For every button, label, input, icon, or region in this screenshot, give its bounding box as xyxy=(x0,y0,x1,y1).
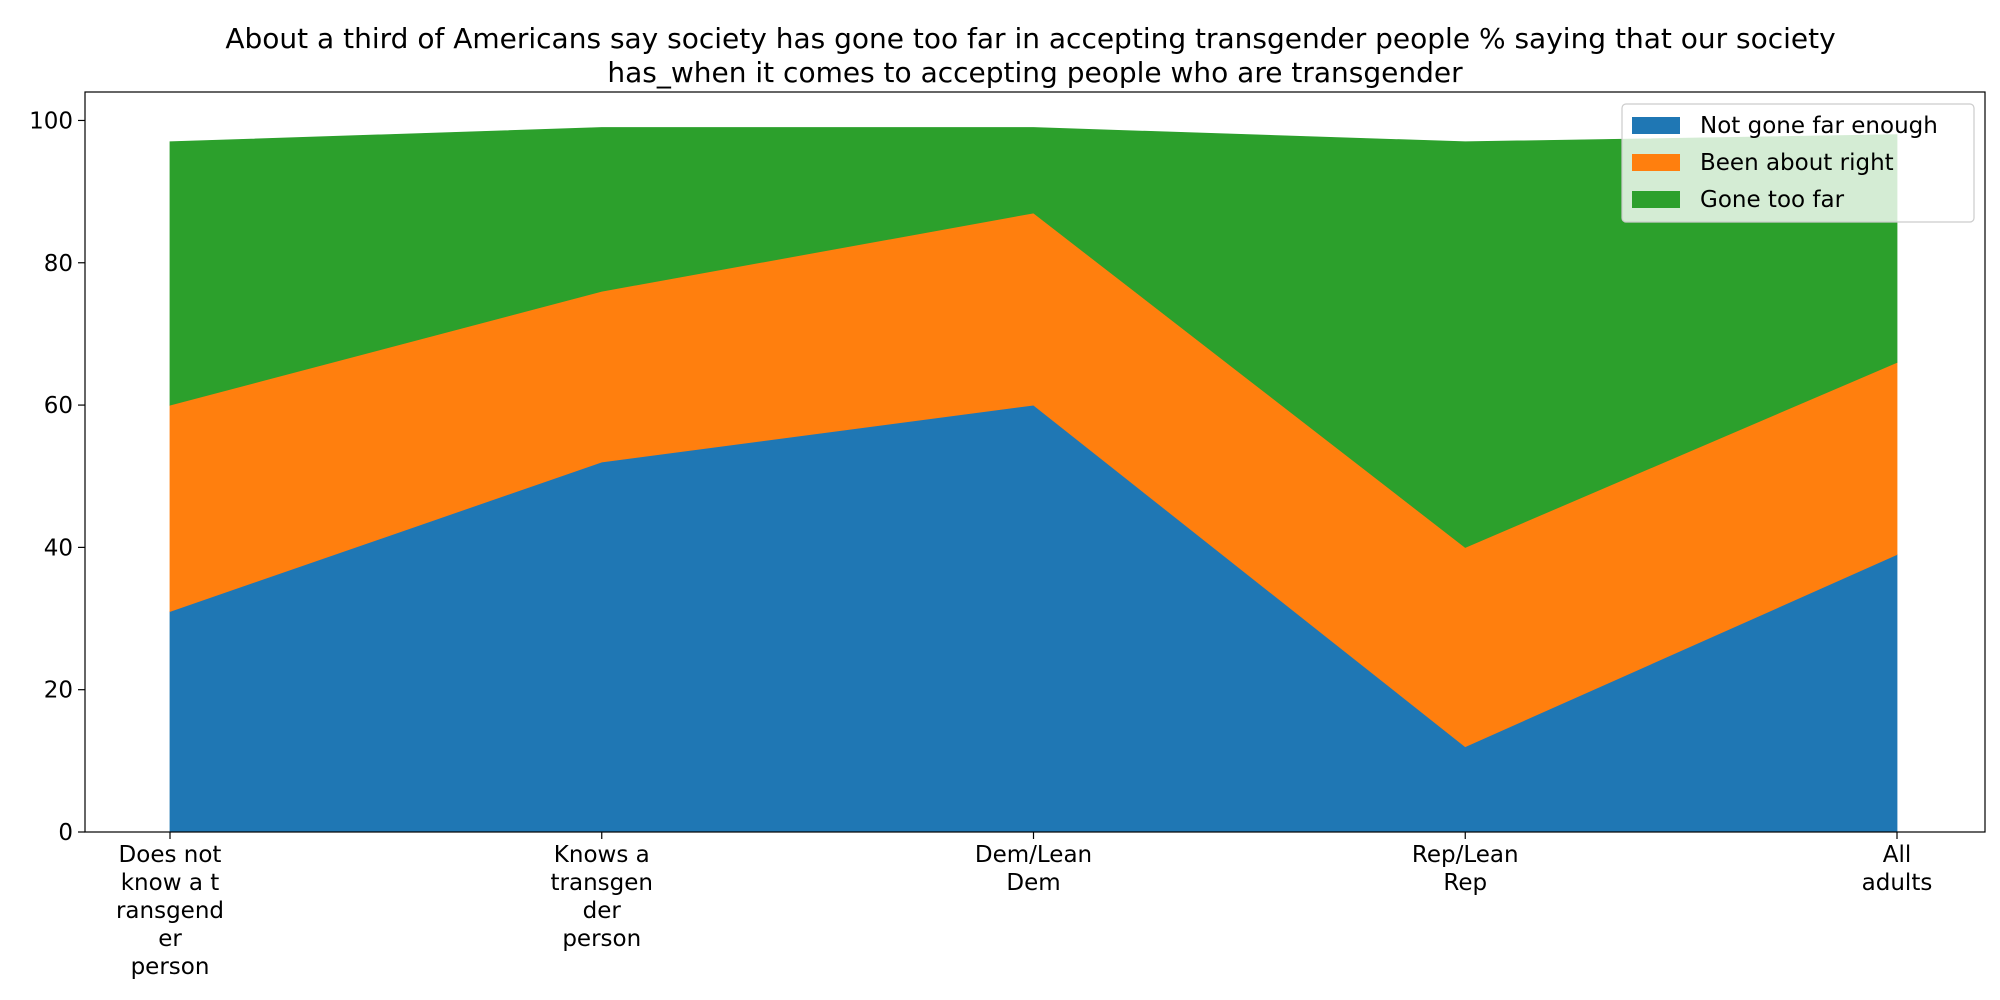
x-tick-label-line: Rep/Lean xyxy=(1412,842,1519,868)
x-tick-label-line: er xyxy=(158,926,182,952)
legend-swatch xyxy=(1632,191,1680,208)
x-tick-label-line: Dem xyxy=(1006,870,1060,896)
chart-title: About a third of Americans say society h… xyxy=(225,22,1844,89)
x-tick-label-line: der xyxy=(583,898,622,924)
legend-swatch xyxy=(1632,154,1680,171)
x-tick-label-line: person xyxy=(131,954,210,980)
legend-swatch xyxy=(1632,117,1680,134)
y-tick-label: 0 xyxy=(58,820,73,846)
x-tick-label-line: Knows a xyxy=(554,842,650,868)
legend-box xyxy=(1621,103,1975,223)
legend: Not gone far enough Been about right Gone … xyxy=(1621,103,1975,223)
x-tick-label: Does not know a t ransgend er person xyxy=(116,842,224,980)
x-tick-label-line: Dem/Lean xyxy=(975,842,1092,868)
x-tick-label: Knows a transgen der person xyxy=(551,842,653,952)
x-tick-label-line: transgen xyxy=(551,870,653,896)
area-series-layer xyxy=(169,127,1898,833)
legend-label: Gone too far xyxy=(1700,187,1845,213)
x-tick-label-line: Rep xyxy=(1443,870,1487,896)
y-tick-label: 20 xyxy=(44,678,73,704)
x-tick-label-line: Does not xyxy=(119,842,222,868)
x-tick-label-line: adults xyxy=(1862,870,1933,896)
area-gone-too-far xyxy=(169,127,1898,548)
x-tick-label-line: know a t xyxy=(121,870,220,896)
y-tick-label: 100 xyxy=(29,108,73,134)
y-tick-label: 40 xyxy=(44,535,73,561)
x-tick-label-line: ransgend xyxy=(116,898,224,924)
legend-label: Not gone far enough xyxy=(1700,113,1938,139)
chart-title-line-2: has_when it comes to accepting people wh… xyxy=(607,56,1463,89)
x-tick-label-line: person xyxy=(562,926,641,952)
legend-label: Been about right xyxy=(1700,150,1894,176)
chart-title-line-1: About a third of Americans say society h… xyxy=(225,22,1835,55)
x-tick-label: Rep/Lean Rep xyxy=(1412,842,1519,896)
x-tick-label: All adults xyxy=(1862,842,1933,896)
plot-frame xyxy=(84,91,1986,833)
y-tick-label: 60 xyxy=(44,393,73,419)
y-tick-label: 80 xyxy=(44,251,73,277)
y-axis: 0 20 40 60 80 100 xyxy=(29,108,85,846)
x-tick-label-line: All xyxy=(1883,842,1912,868)
x-tick-label: Dem/Lean Dem xyxy=(975,842,1092,896)
